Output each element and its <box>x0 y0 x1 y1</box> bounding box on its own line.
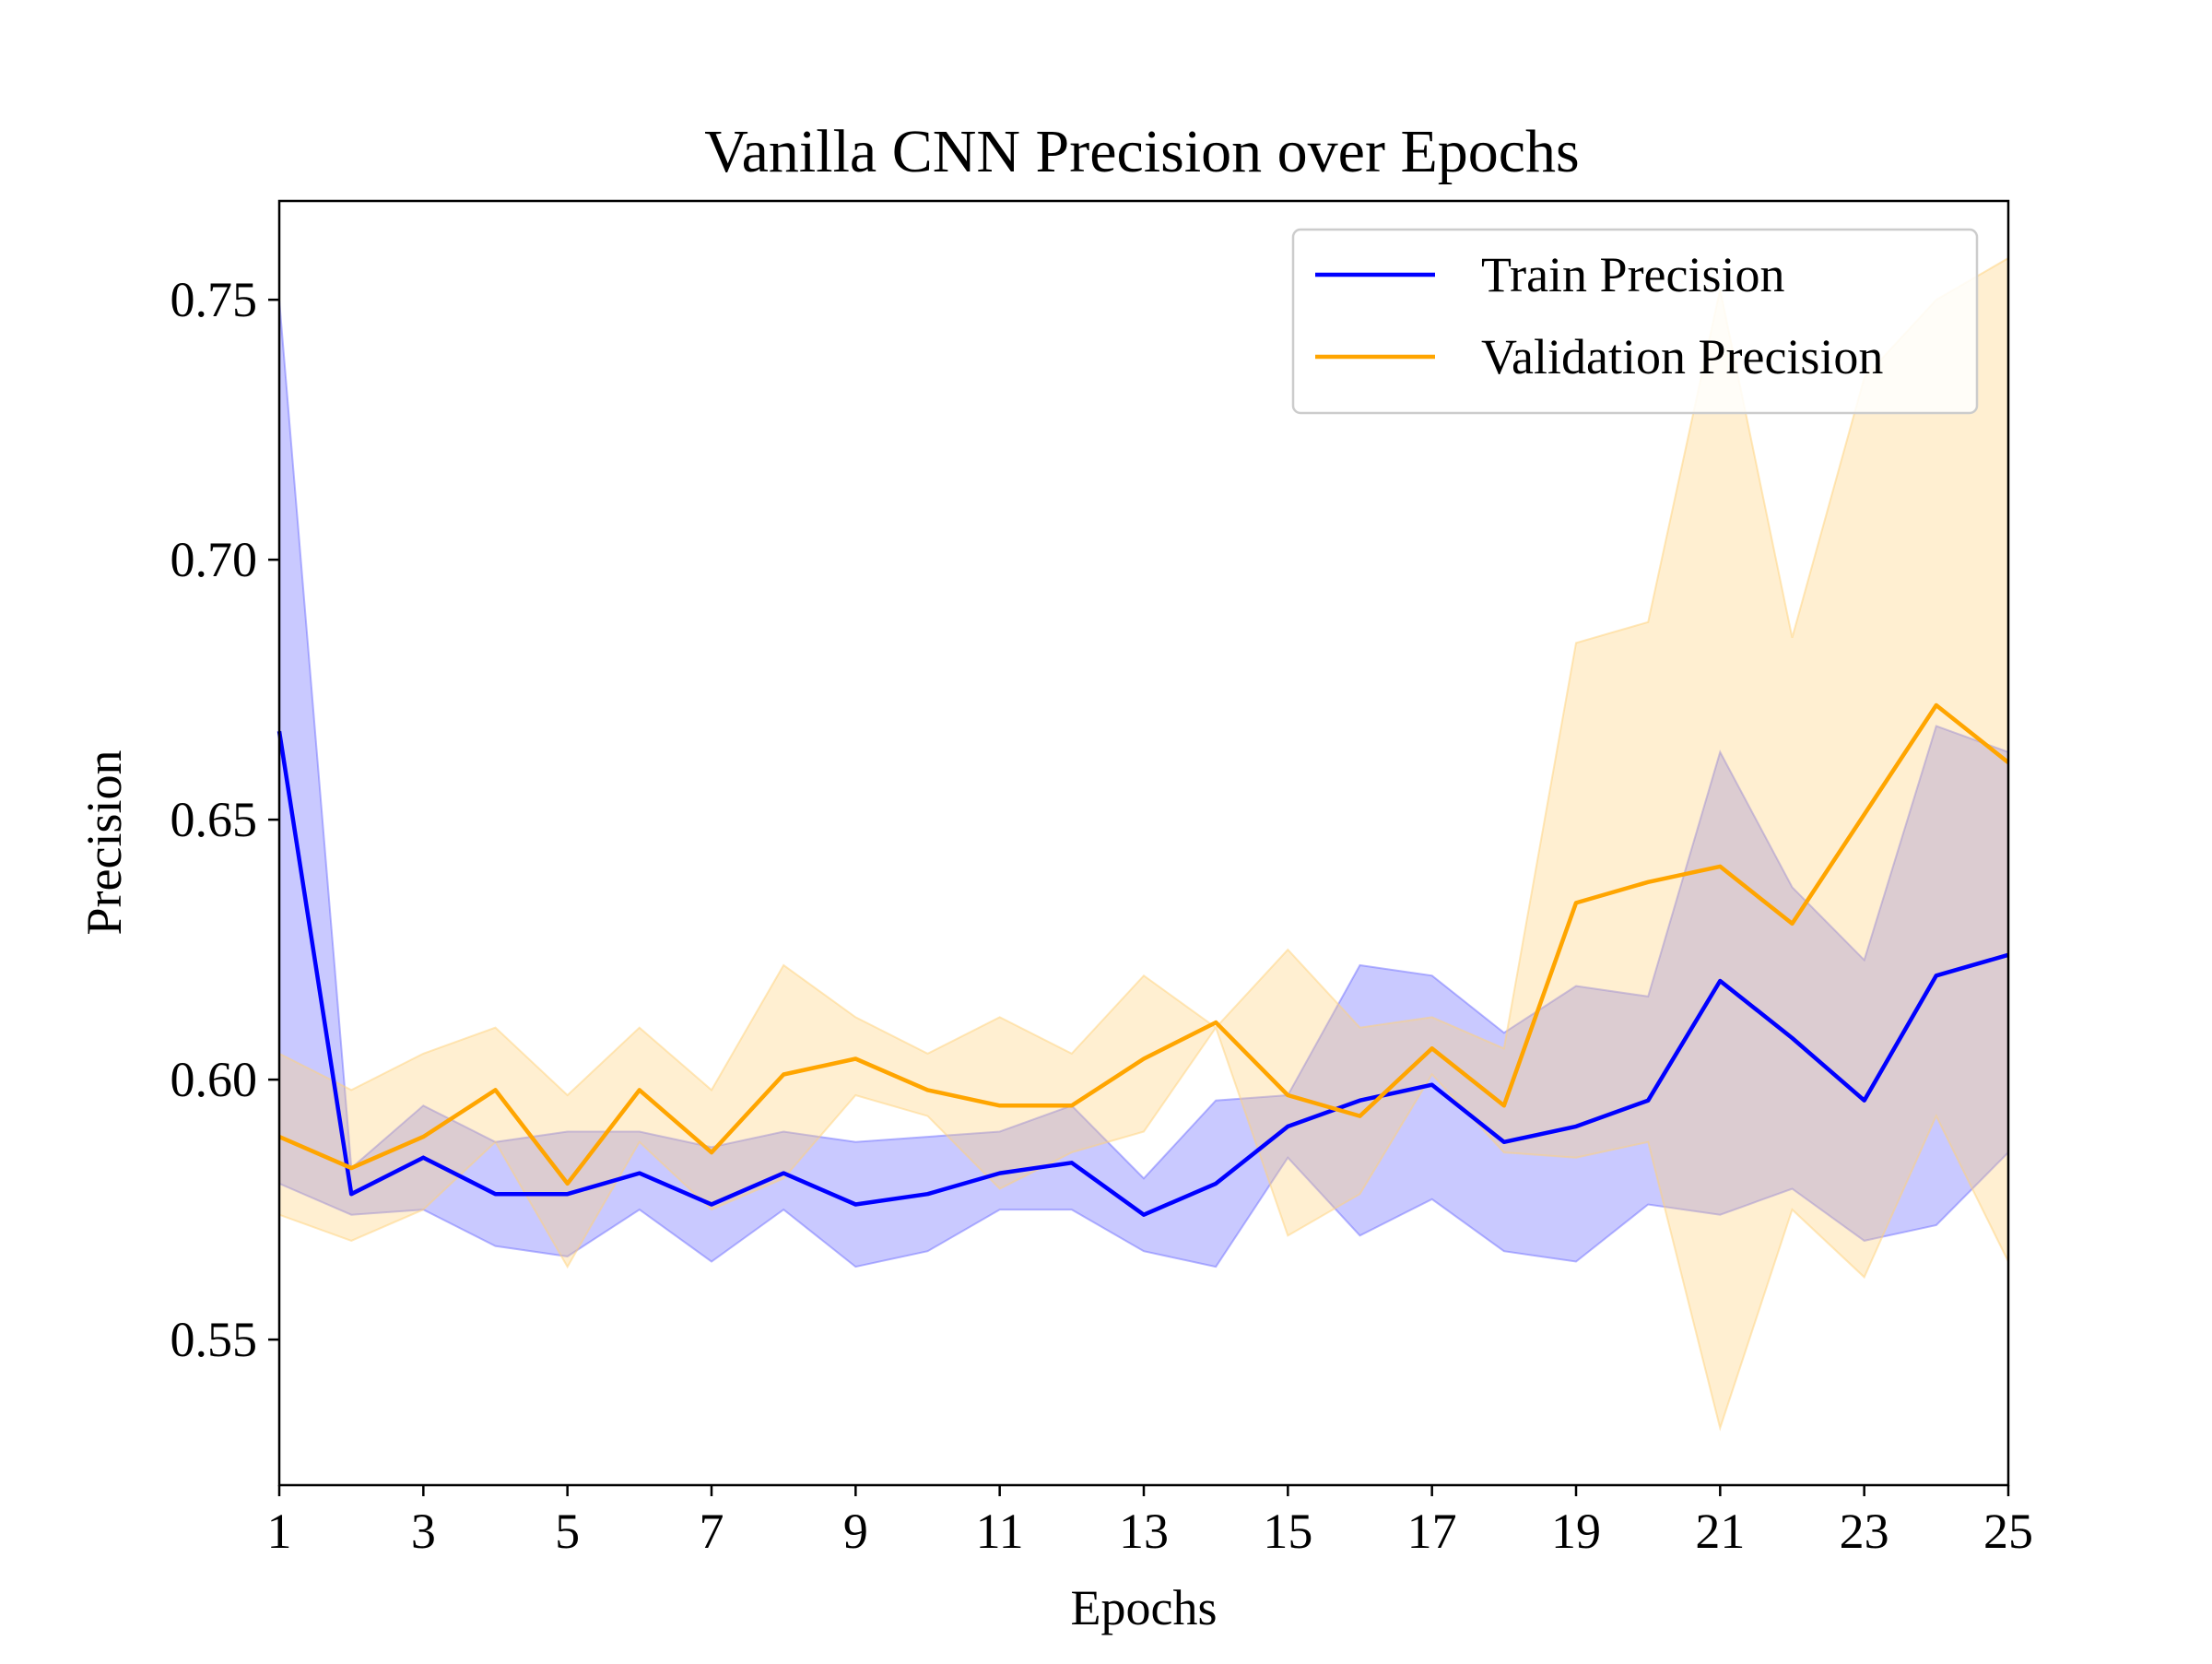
x-tick-label: 15 <box>1263 1504 1312 1559</box>
x-tick-label: 5 <box>555 1504 580 1559</box>
x-axis-label: Epochs <box>1071 1580 1218 1635</box>
x-tick-label: 1 <box>267 1504 292 1559</box>
y-axis-label: Precision <box>76 750 132 936</box>
x-tick-label: 25 <box>1983 1504 2033 1559</box>
x-tick-label: 7 <box>700 1504 724 1559</box>
y-tick-label: 0.70 <box>171 532 258 587</box>
x-tick-label: 19 <box>1551 1504 1601 1559</box>
y-tick-label: 0.75 <box>171 272 258 327</box>
y-axis: 0.55 0.60 0.65 0.70 0.75 <box>171 272 279 1367</box>
chart-title: Vanilla CNN Precision over Epochs <box>704 118 1580 185</box>
train-precision-line <box>276 730 2009 1217</box>
y-tick-label: 0.60 <box>171 1052 258 1107</box>
legend: Train Precision Validation Precision <box>1291 228 1979 415</box>
y-tick-label: 0.55 <box>171 1312 258 1367</box>
x-tick-label: 23 <box>1840 1504 1889 1559</box>
legend-label-train: Train Precision <box>1481 247 1785 302</box>
validation-precision-line <box>278 702 2010 1186</box>
y-tick-label: 0.65 <box>171 792 258 847</box>
legend-label-validation: Validation Precision <box>1481 329 1883 384</box>
x-tick-label: 21 <box>1695 1504 1745 1559</box>
x-tick-label: 13 <box>1119 1504 1169 1559</box>
x-tick-label: 3 <box>411 1504 436 1559</box>
legend-box <box>1291 228 1979 415</box>
series-lines <box>276 702 2010 1217</box>
x-tick-label: 9 <box>843 1504 868 1559</box>
x-tick-label: 11 <box>976 1504 1024 1559</box>
x-tick-label: 17 <box>1407 1504 1457 1559</box>
x-axis: 1 3 5 7 9 11 13 15 17 19 21 23 25 <box>267 1485 2033 1559</box>
confidence-bands <box>278 256 2009 1432</box>
